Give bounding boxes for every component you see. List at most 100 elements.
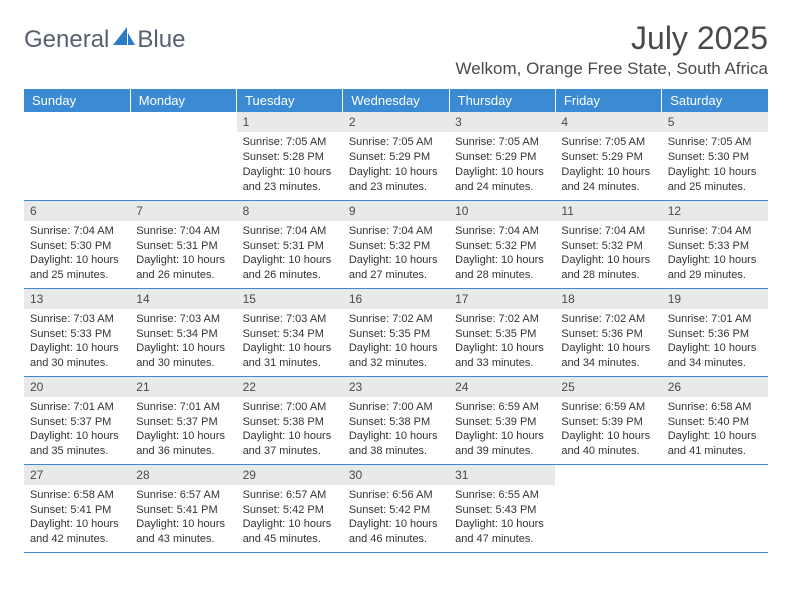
day-number: 23 (343, 377, 449, 397)
day-content: Sunrise: 7:03 AMSunset: 5:33 PMDaylight:… (24, 309, 130, 375)
day-content: Sunrise: 6:57 AMSunset: 5:41 PMDaylight:… (130, 485, 236, 551)
calendar-day-cell: 13Sunrise: 7:03 AMSunset: 5:33 PMDayligh… (24, 288, 130, 376)
day-content: Sunrise: 7:04 AMSunset: 5:32 PMDaylight:… (449, 221, 555, 287)
day-content: Sunrise: 7:05 AMSunset: 5:29 PMDaylight:… (449, 132, 555, 198)
calendar-day-cell: 2Sunrise: 7:05 AMSunset: 5:29 PMDaylight… (343, 112, 449, 200)
day-daylight1: Daylight: 10 hours (455, 429, 549, 444)
day-sunset: Sunset: 5:29 PM (455, 150, 549, 165)
day-daylight1: Daylight: 10 hours (349, 165, 443, 180)
logo: General Blue (24, 26, 185, 54)
day-content: Sunrise: 7:05 AMSunset: 5:28 PMDaylight:… (237, 132, 343, 198)
day-sunset: Sunset: 5:37 PM (136, 415, 230, 430)
day-sunset: Sunset: 5:42 PM (349, 503, 443, 518)
day-sunrise: Sunrise: 6:56 AM (349, 488, 443, 503)
day-daylight1: Daylight: 10 hours (561, 165, 655, 180)
weekday-header: Tuesday (237, 89, 343, 112)
calendar-day-cell: 12Sunrise: 7:04 AMSunset: 5:33 PMDayligh… (662, 200, 768, 288)
month-title: July 2025 (456, 20, 768, 57)
day-sunset: Sunset: 5:34 PM (243, 327, 337, 342)
day-sunrise: Sunrise: 7:04 AM (668, 224, 762, 239)
day-sunset: Sunset: 5:43 PM (455, 503, 549, 518)
calendar-day-cell: 4Sunrise: 7:05 AMSunset: 5:29 PMDaylight… (555, 112, 661, 200)
day-daylight1: Daylight: 10 hours (668, 165, 762, 180)
day-daylight2: and 30 minutes. (136, 356, 230, 371)
calendar-day-cell: .. (130, 112, 236, 200)
day-daylight1: Daylight: 10 hours (136, 429, 230, 444)
calendar-day-cell: 23Sunrise: 7:00 AMSunset: 5:38 PMDayligh… (343, 376, 449, 464)
day-sunrise: Sunrise: 7:03 AM (30, 312, 124, 327)
day-sunrise: Sunrise: 7:04 AM (243, 224, 337, 239)
calendar-day-cell: 11Sunrise: 7:04 AMSunset: 5:32 PMDayligh… (555, 200, 661, 288)
day-sunrise: Sunrise: 7:01 AM (136, 400, 230, 415)
day-number: 16 (343, 289, 449, 309)
weekday-header: Monday (130, 89, 236, 112)
day-sunset: Sunset: 5:37 PM (30, 415, 124, 430)
day-sunrise: Sunrise: 6:58 AM (30, 488, 124, 503)
calendar-day-cell: 30Sunrise: 6:56 AMSunset: 5:42 PMDayligh… (343, 464, 449, 552)
day-sunset: Sunset: 5:39 PM (561, 415, 655, 430)
day-daylight1: Daylight: 10 hours (30, 517, 124, 532)
day-content: Sunrise: 6:59 AMSunset: 5:39 PMDaylight:… (449, 397, 555, 463)
day-number: 28 (130, 465, 236, 485)
day-daylight1: Daylight: 10 hours (668, 429, 762, 444)
day-number: 27 (24, 465, 130, 485)
location: Welkom, Orange Free State, South Africa (456, 59, 768, 79)
weekday-header: Wednesday (343, 89, 449, 112)
day-sunset: Sunset: 5:39 PM (455, 415, 549, 430)
calendar-day-cell: 6Sunrise: 7:04 AMSunset: 5:30 PMDaylight… (24, 200, 130, 288)
calendar-day-cell: 15Sunrise: 7:03 AMSunset: 5:34 PMDayligh… (237, 288, 343, 376)
day-daylight1: Daylight: 10 hours (455, 341, 549, 356)
calendar-day-cell: 5Sunrise: 7:05 AMSunset: 5:30 PMDaylight… (662, 112, 768, 200)
day-content: Sunrise: 7:01 AMSunset: 5:36 PMDaylight:… (662, 309, 768, 375)
day-daylight2: and 24 minutes. (561, 180, 655, 195)
day-daylight2: and 35 minutes. (30, 444, 124, 459)
day-daylight1: Daylight: 10 hours (668, 253, 762, 268)
day-daylight1: Daylight: 10 hours (455, 517, 549, 532)
day-number: 13 (24, 289, 130, 309)
day-content: Sunrise: 7:05 AMSunset: 5:30 PMDaylight:… (662, 132, 768, 198)
day-number: 19 (662, 289, 768, 309)
day-content: Sunrise: 6:57 AMSunset: 5:42 PMDaylight:… (237, 485, 343, 551)
day-content: Sunrise: 6:58 AMSunset: 5:41 PMDaylight:… (24, 485, 130, 551)
day-sunset: Sunset: 5:35 PM (455, 327, 549, 342)
day-daylight1: Daylight: 10 hours (349, 253, 443, 268)
day-sunset: Sunset: 5:38 PM (243, 415, 337, 430)
calendar-day-cell: 24Sunrise: 6:59 AMSunset: 5:39 PMDayligh… (449, 376, 555, 464)
day-number: 25 (555, 377, 661, 397)
day-daylight2: and 23 minutes. (349, 180, 443, 195)
day-sunrise: Sunrise: 7:03 AM (136, 312, 230, 327)
day-content: Sunrise: 7:04 AMSunset: 5:32 PMDaylight:… (555, 221, 661, 287)
calendar-day-cell: 1Sunrise: 7:05 AMSunset: 5:28 PMDaylight… (237, 112, 343, 200)
day-number: 7 (130, 201, 236, 221)
calendar-day-cell: 14Sunrise: 7:03 AMSunset: 5:34 PMDayligh… (130, 288, 236, 376)
calendar-day-cell: 10Sunrise: 7:04 AMSunset: 5:32 PMDayligh… (449, 200, 555, 288)
day-number: 14 (130, 289, 236, 309)
day-sunset: Sunset: 5:36 PM (561, 327, 655, 342)
day-number: 22 (237, 377, 343, 397)
weekday-header: Friday (555, 89, 661, 112)
day-content: Sunrise: 7:04 AMSunset: 5:31 PMDaylight:… (130, 221, 236, 287)
day-number: 30 (343, 465, 449, 485)
day-content: Sunrise: 7:04 AMSunset: 5:33 PMDaylight:… (662, 221, 768, 287)
day-daylight2: and 26 minutes. (243, 268, 337, 283)
day-number: 10 (449, 201, 555, 221)
day-content: Sunrise: 6:56 AMSunset: 5:42 PMDaylight:… (343, 485, 449, 551)
day-content: Sunrise: 6:58 AMSunset: 5:40 PMDaylight:… (662, 397, 768, 463)
day-sunrise: Sunrise: 7:02 AM (349, 312, 443, 327)
day-number: 26 (662, 377, 768, 397)
calendar-day-cell: 25Sunrise: 6:59 AMSunset: 5:39 PMDayligh… (555, 376, 661, 464)
day-sunrise: Sunrise: 6:59 AM (455, 400, 549, 415)
day-sunset: Sunset: 5:35 PM (349, 327, 443, 342)
day-daylight2: and 28 minutes. (455, 268, 549, 283)
calendar-day-cell: 22Sunrise: 7:00 AMSunset: 5:38 PMDayligh… (237, 376, 343, 464)
day-content: Sunrise: 7:04 AMSunset: 5:31 PMDaylight:… (237, 221, 343, 287)
day-daylight1: Daylight: 10 hours (455, 165, 549, 180)
day-number: 6 (24, 201, 130, 221)
calendar-week-row: 13Sunrise: 7:03 AMSunset: 5:33 PMDayligh… (24, 288, 768, 376)
calendar-week-row: ....1Sunrise: 7:05 AMSunset: 5:28 PMDayl… (24, 112, 768, 200)
day-number: 29 (237, 465, 343, 485)
day-daylight2: and 30 minutes. (30, 356, 124, 371)
day-sunrise: Sunrise: 7:05 AM (455, 135, 549, 150)
day-daylight1: Daylight: 10 hours (561, 341, 655, 356)
day-sunrise: Sunrise: 7:03 AM (243, 312, 337, 327)
